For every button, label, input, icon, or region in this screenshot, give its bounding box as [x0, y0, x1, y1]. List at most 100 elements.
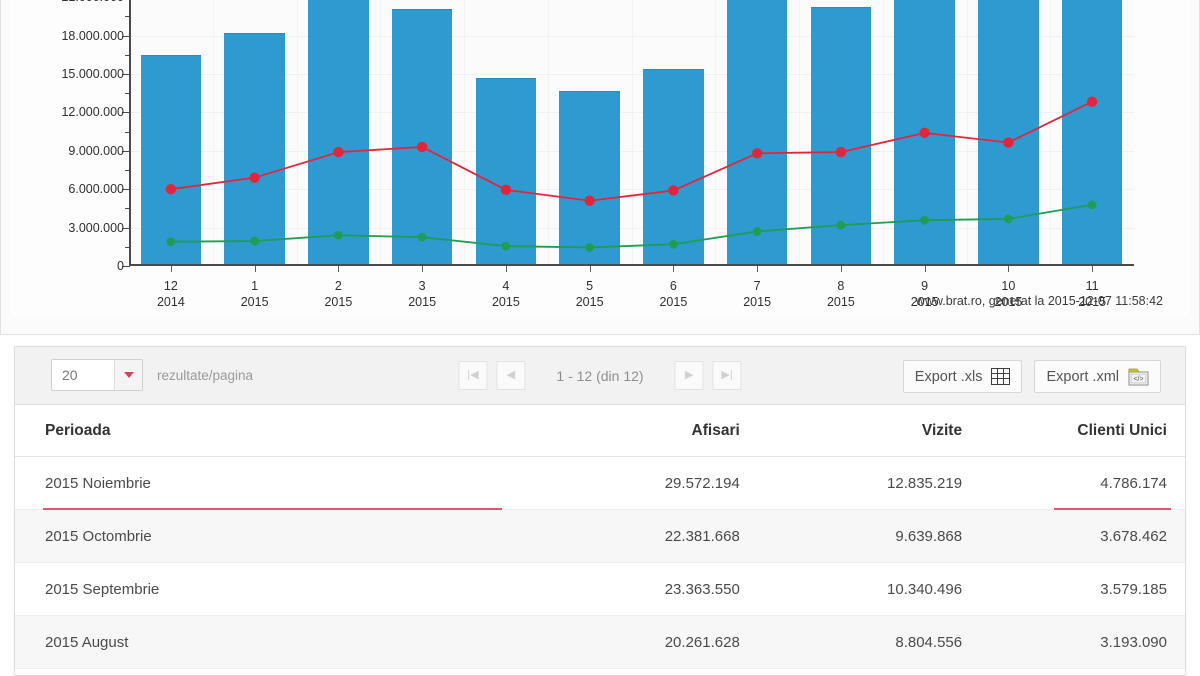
- x-tick-month: 7: [753, 279, 761, 293]
- results-table-card: 20 rezultate/pagina |◀ ◀ 1 - 12 (din 12)…: [14, 346, 1186, 676]
- table-row[interactable]: 2015 Noiembrie 29.572.194 12.835.219 4.786.…: [15, 456, 1185, 510]
- y-axis-minor-tick: [125, 170, 130, 171]
- x-tick-month: 6: [669, 279, 677, 293]
- svg-text:</>: </>: [1133, 376, 1143, 383]
- x-tick-month: 3: [418, 279, 426, 293]
- page-size-control: 20 rezultate/pagina: [51, 359, 253, 391]
- x-axis-tick-label: 8 2015: [796, 278, 886, 310]
- x-tick-month: 11: [1085, 279, 1099, 293]
- x-tick-year: 2014: [156, 295, 185, 309]
- page-size-label: rezultate/pagina: [157, 367, 254, 383]
- x-axis: [129, 264, 1134, 266]
- first-page-button[interactable]: |◀: [458, 361, 488, 390]
- vertical-gridline: [882, 0, 884, 266]
- y-axis-tick: [122, 74, 130, 75]
- vertical-gridline: [966, 0, 968, 266]
- y-axis-minor-tick: [125, 208, 130, 210]
- x-tick-month: 4: [502, 279, 510, 293]
- y-axis-tick-label: 6.000.000: [68, 182, 124, 197]
- column-header-perioada[interactable]: Perioada: [15, 405, 530, 457]
- chart-footer-note: www.brat.ro, generat la 2015-12-07 11:58…: [915, 294, 1163, 308]
- chevron-down-icon[interactable]: [114, 360, 142, 390]
- x-tick-year: 2015: [491, 295, 520, 309]
- export-xml-button[interactable]: Export .xml </>: [1034, 360, 1161, 393]
- x-tick-year: 2015: [994, 295, 1023, 309]
- column-header-clienti-unici[interactable]: Clienti Unici: [986, 405, 1185, 457]
- bar: [726, 0, 788, 266]
- x-tick-month: 2: [334, 279, 342, 293]
- table-row[interactable]: 2015 Septembrie 23.363.550 10.340.496 3.579…: [15, 562, 1185, 616]
- bar: [140, 54, 202, 266]
- table-cell-clienti-unici: 4.786.174: [986, 456, 1185, 510]
- table-cell-perioada: 2015 August: [15, 615, 530, 669]
- results-table: Perioada Afisari Vizite Clienti Unici 20…: [15, 405, 1185, 669]
- vertical-gridline: [380, 0, 382, 266]
- column-header-afisari[interactable]: Afisari: [529, 405, 764, 457]
- x-tick-year: 2015: [408, 295, 437, 309]
- vertical-gridline: [799, 0, 800, 266]
- x-tick-year: 2015: [575, 295, 604, 309]
- page-size-value: 20: [62, 367, 78, 383]
- prev-page-button[interactable]: ◀: [496, 361, 526, 390]
- page-size-select[interactable]: 20: [51, 359, 143, 391]
- y-axis-tick-label: 18.000.000: [61, 28, 124, 43]
- vertical-gridline: [212, 0, 214, 266]
- y-axis-tick: [122, 266, 130, 267]
- vertical-gridline: [547, 0, 549, 266]
- x-axis-tick-label: 10 2015: [963, 278, 1053, 310]
- x-axis-tick-label: 7 2015: [712, 278, 802, 310]
- y-axis-minor-tick: [125, 16, 130, 18]
- y-axis-minor-tick: [125, 93, 130, 95]
- bar: [978, 0, 1039, 266]
- vertical-gridline: [1050, 0, 1052, 266]
- export-xls-button[interactable]: Export .xls: [902, 360, 1023, 393]
- x-tick-month: 8: [837, 279, 845, 293]
- export-xml-label: Export .xml: [1046, 368, 1119, 385]
- table-row[interactable]: 2015 Octombrie 22.381.668 9.639.868 3.678.4…: [15, 509, 1185, 563]
- x-tick-year: 2015: [826, 295, 855, 309]
- x-axis-tick: [840, 266, 842, 272]
- bar: [643, 68, 704, 266]
- table-cell-clienti-unici: 3.678.462: [986, 509, 1185, 563]
- x-axis-tick: [1008, 266, 1010, 272]
- x-tick-year: 2015: [1078, 295, 1107, 309]
- table-header-row: Perioada Afisari Vizite Clienti Unici: [15, 405, 1185, 457]
- table-cell-clienti-unici: 3.579.185: [986, 562, 1185, 616]
- x-tick-year: 2015: [659, 295, 688, 309]
- x-tick-month: 10: [1001, 279, 1016, 293]
- x-axis-tick-label: 1 2015: [210, 278, 300, 310]
- table-cell-vizite: 9.639.868: [763, 509, 987, 563]
- x-axis-tick: [1092, 266, 1094, 272]
- next-page-button[interactable]: ▶: [674, 361, 704, 390]
- x-axis-tick: [505, 266, 507, 272]
- table-cell-afisari: 29.572.194: [529, 456, 764, 510]
- last-page-button[interactable]: ▶|: [712, 361, 742, 390]
- x-tick-month: 12: [163, 279, 178, 293]
- x-axis-tick-label: 2 2015: [293, 278, 383, 310]
- table-cell-perioada: 2015 Noiembrie: [15, 456, 530, 510]
- bar: [224, 33, 285, 266]
- table-body: 2015 Noiembrie 29.572.194 12.835.219 4.786.…: [15, 456, 1185, 669]
- x-tick-month: 9: [921, 279, 929, 293]
- y-axis-tick-label: 21.000.000: [61, 0, 124, 4]
- pagination-info: 1 - 12 (din 12): [556, 367, 644, 384]
- bar: [559, 90, 620, 266]
- x-axis-tick: [170, 266, 172, 272]
- x-tick-year: 2015: [324, 295, 353, 309]
- x-axis-tick-label: 4 2015: [461, 278, 551, 310]
- y-axis-tick: [122, 189, 130, 191]
- table-cell-clienti-unici: 3.193.090: [986, 615, 1185, 669]
- table-cell-perioada: 2015 Octombrie: [15, 509, 530, 563]
- y-axis-minor-tick: [125, 246, 130, 248]
- y-axis-tick-label: 12.000.000: [61, 105, 124, 120]
- bar: [1061, 0, 1123, 266]
- x-axis-tick-label: 5 2015: [545, 278, 635, 310]
- x-axis-tick-label: 9 2015: [880, 278, 970, 310]
- xml-document-icon: </>: [1128, 368, 1149, 386]
- bar: [475, 77, 537, 266]
- table-row[interactable]: 2015 August 20.261.628 8.804.556 3.193.090: [15, 615, 1185, 669]
- table-head: Perioada Afisari Vizite Clienti Unici: [15, 405, 1185, 457]
- x-tick-year: 2015: [240, 295, 269, 309]
- x-tick-month: 5: [586, 279, 594, 293]
- column-header-vizite[interactable]: Vizite: [763, 405, 987, 457]
